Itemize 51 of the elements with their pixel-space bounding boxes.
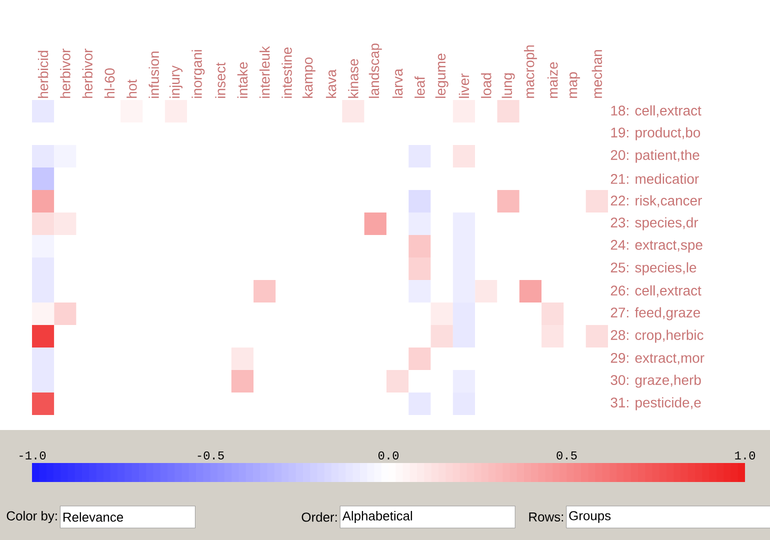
text: Rows: bbox=[529, 512, 563, 522]
x-tick-label: liver bbox=[458, 73, 470, 98]
y-tick-label: 22: risk,cancer bbox=[610, 195, 702, 208]
y-tick-label: 25: species,le bbox=[610, 262, 696, 276]
x-tick-label: landscap bbox=[368, 44, 382, 98]
color-bar-label: 0.0 bbox=[378, 451, 399, 460]
y-tick-label: 27: feed,graze bbox=[610, 307, 700, 320]
y-tick-label: 23: species,dr bbox=[610, 217, 698, 230]
y-tick-label: 21: medicatior bbox=[610, 174, 699, 184]
x-tick-label: infusion bbox=[148, 52, 159, 98]
y-tick-label: 24: extract,spe bbox=[610, 240, 702, 253]
x-tick-label: herbivor bbox=[82, 48, 93, 98]
x-tick-label: map bbox=[570, 72, 580, 98]
text: Color by: bbox=[6, 510, 57, 524]
x-tick-label: kampo bbox=[302, 58, 316, 98]
x-tick-label: lung bbox=[502, 73, 515, 98]
text: Relevance bbox=[63, 512, 124, 522]
x-tick-label: kava bbox=[326, 69, 336, 98]
y-tick-label: 26: cell,extract bbox=[610, 285, 702, 298]
color-bar-label: 1.0 bbox=[735, 451, 756, 460]
x-tick-label: larva bbox=[392, 68, 403, 98]
y-tick-label: 18: cell,extract bbox=[611, 105, 702, 118]
x-tick-label: intake bbox=[237, 62, 248, 98]
y-tick-label: 31: pesticide,e bbox=[610, 397, 701, 410]
x-tick-label: hl-60 bbox=[104, 68, 115, 98]
x-tick-label: load bbox=[481, 73, 492, 98]
text: Alphabetical bbox=[342, 510, 412, 524]
x-tick-label: mechan bbox=[592, 50, 602, 98]
x-tick-label: interleuk bbox=[259, 46, 270, 98]
color-bar-label: -1.0 bbox=[20, 451, 46, 460]
color-bar-label: -0.5 bbox=[198, 451, 224, 460]
x-tick-label: maize bbox=[547, 62, 558, 98]
x-tick-label: macroph bbox=[524, 45, 537, 98]
y-tick-label: 19: product,bo bbox=[611, 127, 700, 140]
x-tick-label: herbicid bbox=[38, 50, 48, 98]
x-tick-label: herbivor bbox=[60, 48, 70, 98]
y-tick-label: 28: crop,herbic bbox=[610, 330, 704, 343]
x-tick-label: leaf bbox=[414, 76, 425, 98]
color-bar-label: 0.5 bbox=[556, 451, 577, 460]
x-tick-label: intestine bbox=[282, 47, 292, 98]
x-tick-label: kinase bbox=[348, 59, 358, 98]
y-tick-label: 20: patient,the bbox=[610, 150, 700, 163]
text: Groups bbox=[569, 511, 611, 523]
y-tick-label: 29: extract,mor bbox=[610, 352, 704, 365]
x-tick-label: insect bbox=[215, 62, 226, 98]
x-tick-label: inorgani bbox=[192, 50, 205, 98]
text: Order: bbox=[302, 512, 337, 522]
x-tick-label: injury bbox=[170, 66, 182, 98]
x-tick-label: hot bbox=[126, 80, 137, 98]
y-tick-label: 30: graze,herb bbox=[610, 374, 701, 388]
x-tick-label: legume bbox=[435, 54, 448, 98]
